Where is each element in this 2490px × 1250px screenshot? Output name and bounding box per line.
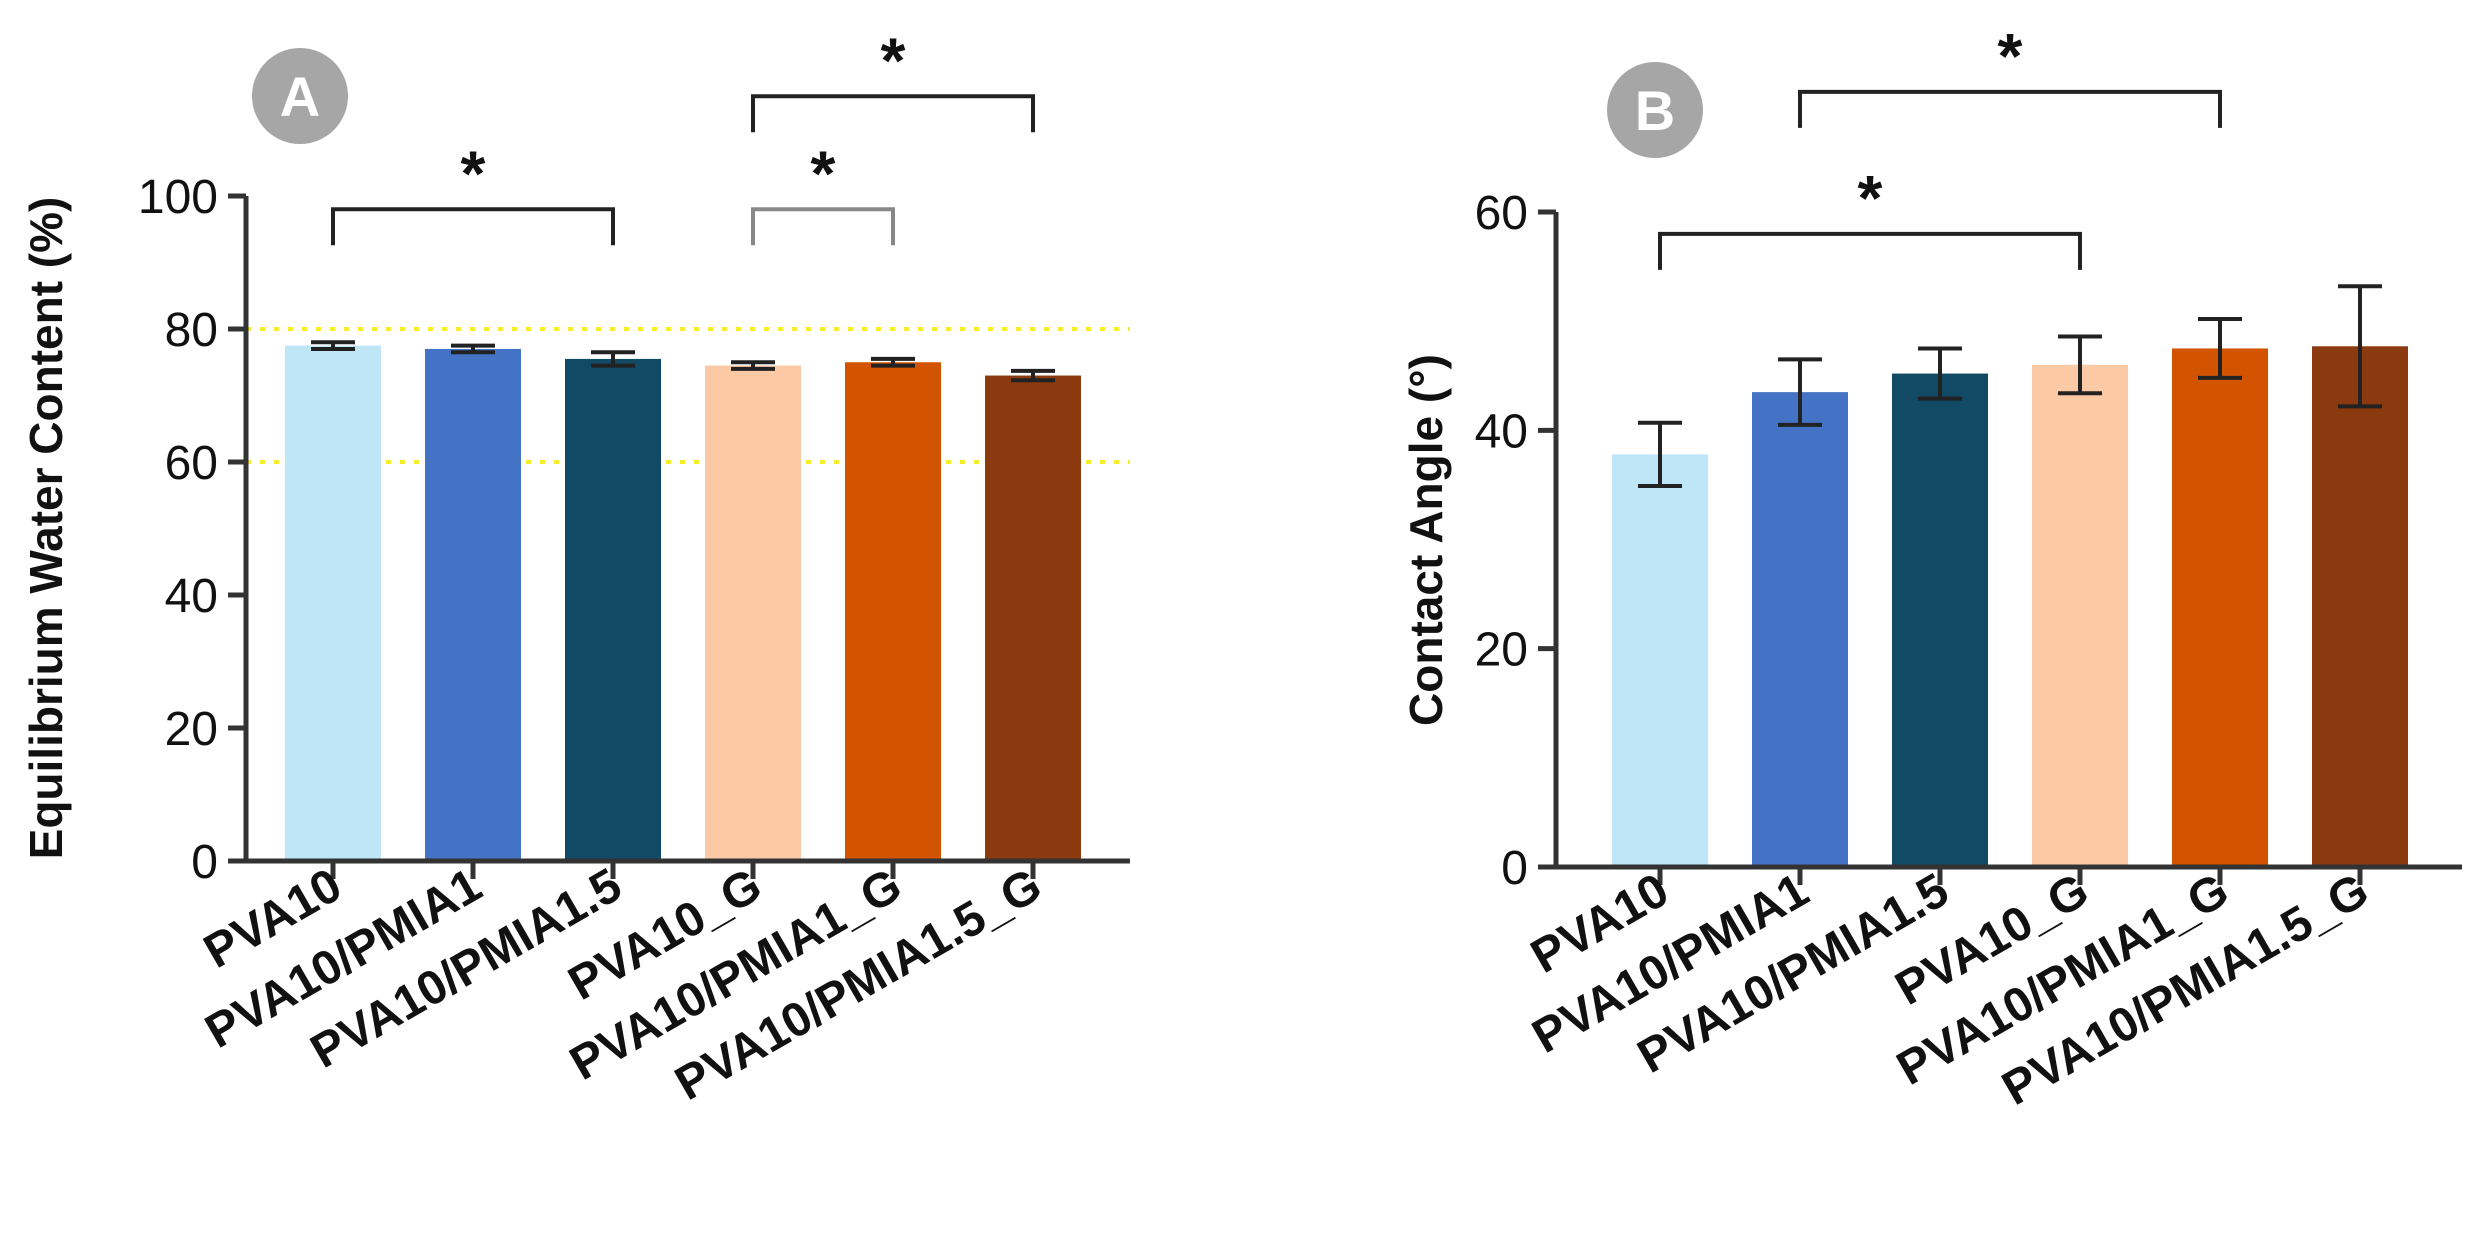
error-bar-3 (2058, 334, 2102, 396)
significance-bracket-0 (1658, 231, 2082, 270)
error-bar-1 (1778, 357, 1822, 427)
error-bar-0 (311, 340, 355, 351)
y-tick-label: 40 (165, 570, 218, 623)
significance-bracket-2 (751, 94, 1035, 133)
panel-badge (252, 48, 348, 144)
y-tick-label: 0 (1501, 842, 1528, 895)
significance-bracket-1 (751, 207, 895, 246)
error-bar-4 (871, 356, 915, 368)
bar-5 (985, 375, 1081, 861)
error-bar-3 (731, 360, 775, 371)
y-tick-label: 0 (191, 836, 218, 889)
significance-star-0: * (461, 137, 486, 209)
y-tick-label: 40 (1475, 405, 1528, 458)
panel-badge-label: A (280, 65, 320, 128)
chart-panel-b: B0204060PVA10PVA10/PMIA1PVA10/PMIA1.5PVA… (1400, 20, 2462, 1116)
y-axis-title: Equilibrium Water Content (%) (20, 197, 72, 860)
y-tick-label: 60 (1475, 187, 1528, 240)
error-bar-4 (2198, 316, 2242, 380)
significance-star-1: * (1998, 20, 2023, 92)
significance-star-2: * (881, 24, 906, 96)
bar-5 (2312, 346, 2408, 867)
error-bar-5 (1011, 368, 1055, 383)
panel-badge-label: B (1635, 79, 1675, 142)
error-bar-0 (1638, 420, 1682, 489)
significance-bracket-0 (331, 207, 615, 246)
error-bar-1 (451, 343, 495, 355)
bar-0 (285, 345, 381, 861)
y-axis-title: Contact Angle (°) (1400, 354, 1452, 726)
bar-4 (2172, 348, 2268, 867)
panel-badge (1607, 62, 1703, 158)
y-tick-label: 20 (1475, 624, 1528, 677)
bar-3 (705, 365, 801, 861)
bar-4 (845, 362, 941, 861)
y-tick-label: 20 (165, 703, 218, 756)
bar-0 (1612, 454, 1708, 867)
error-bar-5 (2338, 284, 2382, 409)
chart-panel-a: A020406080100PVA10PVA10/PMIA1PVA10/PMIA1… (20, 24, 1130, 1111)
y-tick-label: 60 (165, 437, 218, 490)
y-tick-label: 100 (138, 171, 218, 224)
y-tick-label: 80 (165, 304, 218, 357)
significance-star-0: * (1858, 162, 1883, 234)
bar-1 (1752, 392, 1848, 867)
bar-3 (2032, 364, 2128, 867)
bar-2 (1892, 373, 1988, 867)
significance-bracket-1 (1798, 89, 2222, 128)
bar-2 (565, 358, 661, 861)
error-bar-2 (591, 350, 635, 368)
significance-star-1: * (811, 137, 836, 209)
error-bar-2 (1918, 346, 1962, 401)
bar-1 (425, 348, 521, 861)
